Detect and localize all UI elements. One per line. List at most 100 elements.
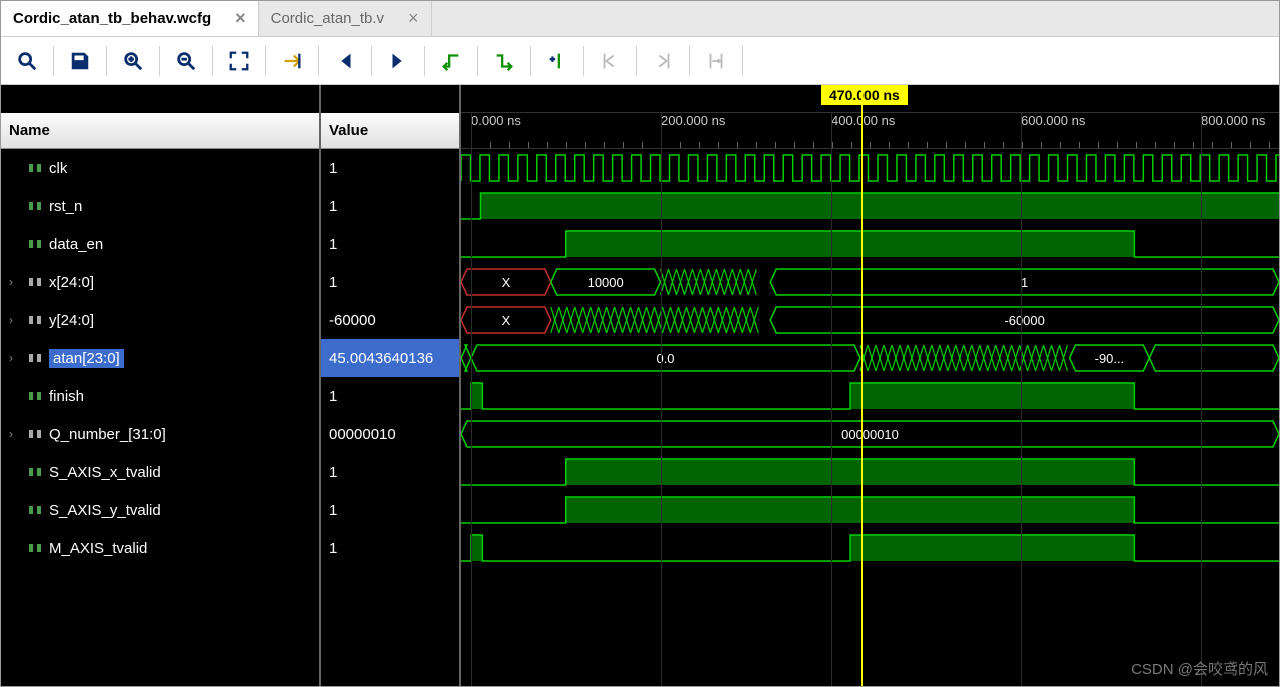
signal-value[interactable]: 1 xyxy=(321,491,459,529)
signal-value[interactable]: 1 xyxy=(321,529,459,567)
signal-value[interactable]: 1 xyxy=(321,187,459,225)
expand-arrow-icon[interactable]: › xyxy=(9,351,21,365)
signal-type-icon xyxy=(27,350,43,366)
goto-end-button[interactable] xyxy=(380,43,416,79)
wave-row[interactable]: 0.0 -90... xyxy=(461,339,1279,377)
signal-value[interactable]: 1 xyxy=(321,149,459,187)
signal-row[interactable]: rst_n xyxy=(1,187,319,225)
waveform-panel[interactable]: 470.000 ns 0.000 ns200.000 ns400.000 ns6… xyxy=(461,85,1279,686)
signal-name-label: Q_number_[31:0] xyxy=(49,426,166,443)
cursor-bar: 470.000 ns xyxy=(461,85,1279,113)
signal-type-icon xyxy=(27,236,43,252)
tab-label: Cordic_atan_tb_behav.wcfg xyxy=(13,10,211,27)
signal-value[interactable]: 45.0043640136 xyxy=(321,339,459,377)
wave-row[interactable] xyxy=(461,187,1279,225)
svg-text:-60000: -60000 xyxy=(1004,313,1044,328)
signal-row[interactable]: › Q_number_[31:0] xyxy=(1,415,319,453)
tab-active[interactable]: Cordic_atan_tb_behav.wcfg × xyxy=(1,1,259,36)
signal-name-list: clk rst_n data_en › x[24:0] › y[24:0] ›atan[23:… xyxy=(1,149,319,567)
watermark: CSDN @会咬鸢的风 xyxy=(1131,658,1268,679)
signal-row[interactable]: S_AXIS_x_tvalid xyxy=(1,453,319,491)
toolbar xyxy=(1,37,1279,85)
signal-value[interactable]: 1 xyxy=(321,377,459,415)
prev-transition-button[interactable] xyxy=(433,43,469,79)
signal-value[interactable]: 1 xyxy=(321,453,459,491)
swap-markers-button[interactable] xyxy=(698,43,734,79)
signal-row[interactable]: S_AXIS_y_tvalid xyxy=(1,491,319,529)
waveform-viewer-window: Cordic_atan_tb_behav.wcfg × Cordic_atan_… xyxy=(0,0,1280,687)
goto-cursor-button[interactable] xyxy=(274,43,310,79)
signal-value-list: 1111-6000045.0043640136100000010111 xyxy=(321,149,459,567)
wave-row[interactable] xyxy=(461,149,1279,187)
signal-type-icon xyxy=(27,426,43,442)
search-button[interactable] xyxy=(9,43,45,79)
zoom-fit-button[interactable] xyxy=(221,43,257,79)
name-panel: Name clk rst_n data_en › x[24:0] › y[24:0] ›ata… xyxy=(1,85,321,686)
svg-text:X: X xyxy=(502,313,511,328)
expand-arrow-icon[interactable]: › xyxy=(9,313,21,327)
signal-type-icon xyxy=(27,312,43,328)
signal-row[interactable]: › y[24:0] xyxy=(1,301,319,339)
next-transition-button[interactable] xyxy=(486,43,522,79)
cursor-line[interactable] xyxy=(861,85,863,686)
wave-row[interactable]: X -60000 xyxy=(461,301,1279,339)
svg-text:0.0: 0.0 xyxy=(656,351,674,366)
signal-name-label: data_en xyxy=(49,236,103,253)
tab-label: Cordic_atan_tb.v xyxy=(271,10,384,27)
signal-row[interactable]: data_en xyxy=(1,225,319,263)
wave-row[interactable]: X 10000 1 xyxy=(461,263,1279,301)
close-icon[interactable]: × xyxy=(235,8,246,29)
wave-row[interactable] xyxy=(461,453,1279,491)
signal-type-icon xyxy=(27,274,43,290)
signal-row[interactable]: finish xyxy=(1,377,319,415)
signal-value[interactable]: 00000010 xyxy=(321,415,459,453)
wave-row[interactable] xyxy=(461,491,1279,529)
signal-row[interactable]: clk xyxy=(1,149,319,187)
zoom-out-button[interactable] xyxy=(168,43,204,79)
signal-type-icon xyxy=(27,198,43,214)
add-marker-button[interactable] xyxy=(539,43,575,79)
svg-text:X: X xyxy=(502,275,511,290)
signal-value[interactable]: 1 xyxy=(321,225,459,263)
close-icon[interactable]: × xyxy=(408,8,419,29)
time-ruler[interactable]: 0.000 ns200.000 ns400.000 ns600.000 ns80… xyxy=(461,113,1279,149)
signal-type-icon xyxy=(27,160,43,176)
name-header: Name xyxy=(1,113,319,149)
svg-text:10000: 10000 xyxy=(588,275,624,290)
next-marker-button[interactable] xyxy=(645,43,681,79)
signal-type-icon xyxy=(27,464,43,480)
tab-bar: Cordic_atan_tb_behav.wcfg × Cordic_atan_… xyxy=(1,1,1279,37)
signal-type-icon xyxy=(27,502,43,518)
cursor-time-label: 470.000 ns xyxy=(821,85,908,105)
wave-row[interactable]: 00000010 xyxy=(461,415,1279,453)
signal-type-icon xyxy=(27,388,43,404)
goto-start-button[interactable] xyxy=(327,43,363,79)
value-header: Value xyxy=(321,113,459,149)
signal-row[interactable]: › x[24:0] xyxy=(1,263,319,301)
svg-text:-90...: -90... xyxy=(1095,351,1125,366)
save-button[interactable] xyxy=(62,43,98,79)
signal-value[interactable]: 1 xyxy=(321,263,459,301)
wave-row[interactable] xyxy=(461,225,1279,263)
wave-area[interactable]: X 10000 1 X -60000 0.0 -90... 00000010 xyxy=(461,149,1279,567)
wave-row[interactable] xyxy=(461,529,1279,567)
svg-text:00000010: 00000010 xyxy=(841,427,899,442)
signal-name-label: clk xyxy=(49,160,67,177)
zoom-in-button[interactable] xyxy=(115,43,151,79)
signal-name-label: finish xyxy=(49,388,84,405)
signal-name-label: rst_n xyxy=(49,198,82,215)
signal-row[interactable]: M_AXIS_tvalid xyxy=(1,529,319,567)
tab-inactive[interactable]: Cordic_atan_tb.v × xyxy=(259,1,432,36)
content-area: Name clk rst_n data_en › x[24:0] › y[24:0] ›ata… xyxy=(1,85,1279,686)
signal-name-label: M_AXIS_tvalid xyxy=(49,540,147,557)
expand-arrow-icon[interactable]: › xyxy=(9,275,21,289)
signal-name-label: S_AXIS_y_tvalid xyxy=(49,502,161,519)
expand-arrow-icon[interactable]: › xyxy=(9,427,21,441)
signal-value[interactable]: -60000 xyxy=(321,301,459,339)
signal-name-label: x[24:0] xyxy=(49,274,94,291)
signal-name-label: y[24:0] xyxy=(49,312,94,329)
svg-text:1: 1 xyxy=(1021,275,1028,290)
wave-row[interactable] xyxy=(461,377,1279,415)
prev-marker-button[interactable] xyxy=(592,43,628,79)
signal-row[interactable]: ›atan[23:0] xyxy=(1,339,319,377)
